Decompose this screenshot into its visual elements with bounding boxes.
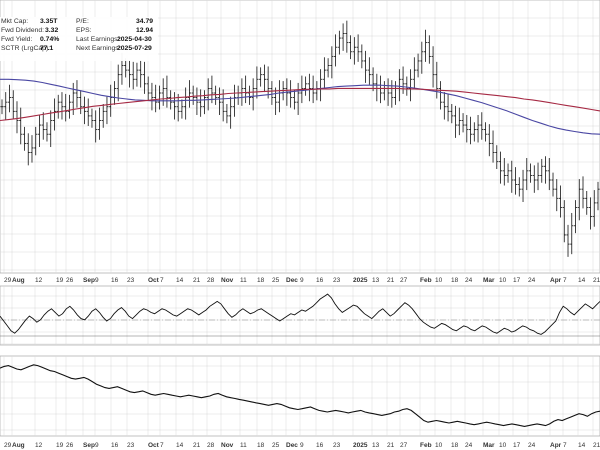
x-tick-label-bottom-6: 9 — [95, 442, 99, 449]
x-tick-label-top-35: 7 — [563, 277, 567, 284]
x-tick-label-bottom-20: 16 — [316, 442, 324, 449]
info-eps: EPS: — [76, 27, 92, 34]
x-tick-label-top-19: 9 — [300, 277, 304, 284]
info-next-earnings: Next Earnings: — [76, 45, 121, 52]
x-tick-label-bottom-25: 27 — [400, 442, 408, 449]
x-tick-label-top-9: Oct — [148, 277, 160, 284]
x-tick-label-bottom-4: 26 — [66, 442, 74, 449]
x-tick-label-bottom-13: 28 — [207, 442, 215, 449]
x-tick-label-bottom-14: Nov — [221, 442, 234, 449]
x-tick-label-bottom-33: 24 — [528, 442, 536, 449]
info-box: Mkt Cap: 3.35T Fwd Dividend: 3.32 Fwd Yi… — [0, 17, 158, 61]
x-tick-label-top-26: Feb — [420, 277, 432, 284]
x-tick-label-bottom-8: 23 — [127, 442, 135, 449]
x-tick-label-top-28: 18 — [451, 277, 459, 284]
x-tick-label-top-36: 14 — [578, 277, 586, 284]
x-tick-label-top-25: 27 — [400, 277, 408, 284]
x-tick-label-bottom-3: 19 — [56, 442, 64, 449]
moving-average-line-1 — [0, 87, 600, 122]
x-tick-label-bottom-17: 25 — [272, 442, 280, 449]
moving-average-line-0 — [0, 78, 600, 135]
indicator-2-line — [0, 364, 600, 427]
x-tick-label-bottom-11: 14 — [176, 442, 184, 449]
x-tick-label-top-3: 19 — [56, 277, 64, 284]
x-tick-label-bottom-5: Sep — [83, 442, 95, 449]
x-tick-label-top-21: 23 — [333, 277, 341, 284]
x-tick-label-bottom-12: 21 — [193, 442, 201, 449]
x-tick-label-bottom-10: 7 — [160, 442, 164, 449]
x-tick-label-top-14: Nov — [221, 277, 234, 284]
info-fwd-yield-value: 0.74% — [40, 36, 60, 43]
x-tick-label-bottom-9: Oct — [148, 442, 160, 449]
x-tick-label-top-7: 16 — [111, 277, 119, 284]
x-tick-label-top-10: 7 — [160, 277, 164, 284]
x-tick-label-bottom-34: Apr — [550, 442, 562, 449]
x-tick-label-bottom-35: 7 — [563, 442, 567, 449]
x-tick-label-bottom-26: Feb — [420, 442, 432, 449]
info-last-earnings-value: 2025-04-30 — [117, 36, 152, 43]
info-eps-value: 12.94 — [136, 27, 154, 34]
x-tick-label-top-4: 26 — [66, 277, 74, 284]
info-sctr: SCTR (LrgCap): — [1, 45, 51, 52]
x-tick-label-top-27: 10 — [435, 277, 443, 284]
x-tick-label-bottom-37: 21 — [593, 442, 600, 449]
x-tick-label-top-17: 25 — [272, 277, 280, 284]
x-tick-label-bottom-36: 14 — [578, 442, 586, 449]
x-tick-label-top-23: 13 — [372, 277, 380, 284]
x-tick-label-top-16: 18 — [257, 277, 265, 284]
x-tick-label-top-32: 17 — [513, 277, 521, 284]
x-tick-label-top-8: 23 — [127, 277, 135, 284]
x-tick-label-bottom-27: 10 — [435, 442, 443, 449]
x-tick-label-bottom-28: 18 — [451, 442, 459, 449]
x-tick-label-top-37: 21 — [593, 277, 600, 284]
x-tick-label-bottom-21: 23 — [333, 442, 341, 449]
info-mkt-cap-value: 3.35T — [40, 18, 58, 25]
info-last-earnings: Last Earnings: — [76, 36, 120, 43]
x-tick-label-top-24: 21 — [387, 277, 395, 284]
x-tick-label-top-20: 16 — [316, 277, 324, 284]
x-tick-label-top-30: Mar — [483, 277, 495, 284]
x-tick-label-bottom-15: 11 — [240, 442, 247, 449]
x-tick-label-bottom-1: Aug — [12, 442, 25, 449]
x-tick-label-top-6: 9 — [95, 277, 99, 284]
info-next-earnings-value: 2025-07-29 — [117, 45, 152, 52]
info-pe: P/E: — [76, 18, 89, 25]
x-tick-label-top-5: Sep — [83, 277, 95, 284]
x-tick-label-top-29: 24 — [465, 277, 473, 284]
x-tick-label-top-2: 12 — [35, 277, 43, 284]
x-tick-label-bottom-18: Dec — [286, 442, 298, 449]
x-tick-label-top-13: 28 — [207, 277, 215, 284]
x-tick-label-bottom-0: 29 — [4, 442, 12, 449]
x-tick-label-top-31: 10 — [499, 277, 507, 284]
x-tick-label-top-11: 14 — [176, 277, 184, 284]
x-tick-label-top-1: Aug — [12, 277, 25, 284]
x-tick-label-top-18: Dec — [286, 277, 298, 284]
info-fwd-dividend: Fwd Dividend: — [1, 27, 45, 34]
x-tick-label-top-0: 29 — [4, 277, 12, 284]
x-tick-label-bottom-23: 13 — [372, 442, 380, 449]
info-sctr-value: 77.1 — [40, 45, 54, 52]
x-tick-label-bottom-2: 12 — [35, 442, 43, 449]
x-tick-label-top-33: 24 — [528, 277, 536, 284]
info-fwd-dividend-value: 3.32 — [45, 27, 59, 34]
x-tick-label-bottom-19: 9 — [300, 442, 304, 449]
x-tick-label-bottom-29: 24 — [465, 442, 473, 449]
info-fwd-yield: Fwd Yield: — [1, 36, 33, 43]
x-tick-label-top-34: Apr — [550, 277, 562, 284]
x-tick-label-bottom-22: 2025 — [353, 442, 368, 449]
x-tick-label-bottom-32: 17 — [513, 442, 521, 449]
x-tick-label-bottom-31: 10 — [499, 442, 507, 449]
info-mkt-cap: Mkt Cap: — [1, 18, 29, 25]
x-tick-label-bottom-30: Mar — [483, 442, 495, 449]
x-tick-label-bottom-16: 18 — [257, 442, 265, 449]
x-tick-label-top-12: 21 — [193, 277, 201, 284]
info-pe-value: 34.79 — [136, 18, 154, 25]
x-tick-label-top-15: 11 — [240, 277, 247, 284]
x-tick-label-bottom-7: 16 — [111, 442, 119, 449]
x-tick-label-bottom-24: 21 — [387, 442, 395, 449]
indicator-1-line — [0, 293, 600, 335]
x-tick-label-top-22: 2025 — [353, 277, 368, 284]
